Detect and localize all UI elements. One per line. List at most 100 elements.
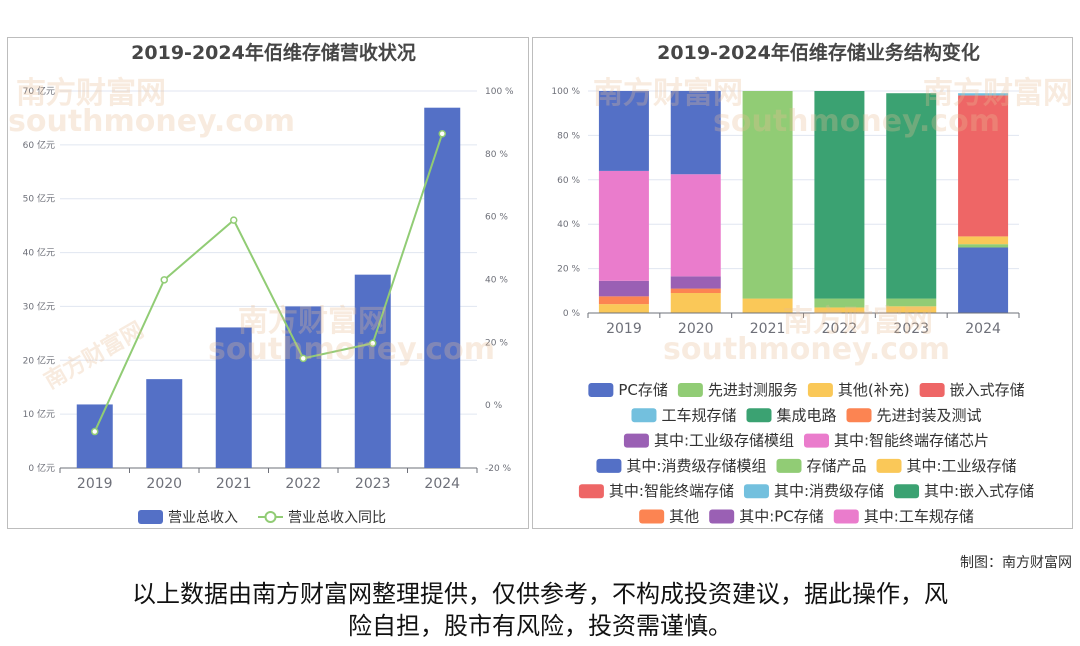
legend-label-yoy: 营业总收入同比 xyxy=(288,510,386,526)
stack-segment xyxy=(670,174,721,277)
stack-segment xyxy=(598,91,649,171)
stack-segment xyxy=(742,298,793,313)
legend-label: 其中:工业级存储模组 xyxy=(654,432,794,450)
revenue-chart: 2019-2024年佰维存储营收状况 0 亿元 10 亿元 20 亿元 30 亿元 40 … xyxy=(23,41,514,526)
legend-label: 存储产品 xyxy=(806,457,866,475)
y-right-tick-label: 100 % xyxy=(485,87,514,97)
legend-label: PC存储 xyxy=(618,381,668,399)
revenue-bar xyxy=(285,306,322,468)
legend-label: 先进封测服务 xyxy=(708,381,798,399)
legend-label: 其中:智能终端存储芯片 xyxy=(834,432,989,450)
yoy-point xyxy=(160,276,168,284)
stack-segment xyxy=(670,293,721,313)
y-left-tick-label: 20 亿元 xyxy=(23,354,55,366)
business-structure-chart: 2019-2024年佰维存储业务结构变化 0 % 20 % 40 % 60 % 80 % 1… xyxy=(551,41,1034,526)
stack-segment xyxy=(814,91,865,299)
x-tick-label: 2024 xyxy=(965,321,1001,337)
x-tick-label: 2022 xyxy=(822,321,858,337)
x-tick-label: 2024 xyxy=(424,476,460,492)
x-tick-label: 2019 xyxy=(77,476,113,492)
stack-segment xyxy=(814,307,865,313)
legend-label: 其中:消费级存储 xyxy=(774,482,884,500)
revenue-bar xyxy=(215,327,252,468)
stack-segment xyxy=(958,236,1009,245)
disclaimer: 以上数据由南方财富网整理提供，仅供参考，不构成投资建议，据此操作，风 险自担，股… xyxy=(40,578,1040,642)
y-right-tick-label: -20 % xyxy=(485,464,512,474)
chart-credit: 制图：南方财富网 xyxy=(960,555,1072,571)
legend-label: 先进封装及测试 xyxy=(877,406,982,424)
legend-label: 其中:嵌入式存储 xyxy=(924,482,1034,500)
y-right-tick-label: 80 % xyxy=(485,150,508,160)
x-tick-label: 2020 xyxy=(146,476,182,492)
legend-swatch xyxy=(639,509,665,524)
stack-segment xyxy=(670,276,721,289)
x-tick-label: 2022 xyxy=(285,476,321,492)
y-left-tick-label: 30 亿元 xyxy=(23,300,55,312)
y-right-tick-label: 20 % xyxy=(485,338,508,348)
yoy-point xyxy=(230,216,238,224)
disclaimer-line-1: 以上数据由南方财富网整理提供，仅供参考，不构成投资建议，据此操作，风 xyxy=(132,580,948,608)
yoy-line xyxy=(93,133,444,432)
stack-segment xyxy=(598,304,649,313)
x-tick-label: 2021 xyxy=(216,476,252,492)
yoy-point xyxy=(91,427,99,436)
legend-swatch xyxy=(588,383,614,397)
legend-label: 其中:智能终端存储 xyxy=(609,482,734,500)
y-left-tick-label: 70 亿元 xyxy=(23,85,55,97)
revenue-bar xyxy=(146,379,183,468)
y-left-tick-label: 50 亿元 xyxy=(23,193,55,205)
legend-label: 其他(补充) xyxy=(838,381,910,399)
legend-swatch xyxy=(677,383,703,397)
y-tick-label: 80 % xyxy=(557,131,580,141)
legend-swatch xyxy=(596,458,622,473)
revenue-bar xyxy=(76,404,113,468)
chart-title: 2019-2024年佰维存储营收状况 xyxy=(131,41,416,64)
stack-segment xyxy=(886,93,937,299)
legend-swatch xyxy=(894,484,920,499)
legend-swatch xyxy=(578,484,604,499)
legend-label: 嵌入式存储 xyxy=(950,381,1025,399)
y-tick-label: 100 % xyxy=(551,87,580,97)
y-tick-label: 0 % xyxy=(563,309,581,319)
stack-segment xyxy=(670,91,721,175)
stack-segment xyxy=(814,298,865,308)
y-left-tick-label: 60 亿元 xyxy=(23,139,55,151)
legend-swatch xyxy=(919,383,945,397)
legend-swatch xyxy=(833,509,859,524)
y-tick-label: 60 % xyxy=(557,176,580,186)
x-tick-label: 2023 xyxy=(355,476,391,492)
legend-swatch-revenue xyxy=(138,510,163,524)
x-tick-label: 2019 xyxy=(606,321,642,337)
legend-swatch xyxy=(746,408,772,423)
stack-segment xyxy=(958,247,1009,313)
legend-swatch xyxy=(776,458,802,473)
revenue-bar xyxy=(424,107,461,469)
y-left-tick-label: 0 亿元 xyxy=(28,462,55,474)
chart-title: 2019-2024年佰维存储业务结构变化 xyxy=(657,41,980,64)
x-tick-label: 2020 xyxy=(678,321,714,337)
legend-swatch xyxy=(804,433,829,448)
legend-label: 其中:工车规存储 xyxy=(864,508,974,526)
legend-swatch xyxy=(846,408,872,423)
yoy-point xyxy=(438,129,446,138)
y-tick-label: 40 % xyxy=(557,220,580,230)
yoy-point xyxy=(369,339,377,348)
y-left-tick-label: 40 亿元 xyxy=(23,247,55,259)
stack-segment xyxy=(886,306,937,313)
stack-segment xyxy=(670,288,721,294)
stack-segment xyxy=(958,244,1009,248)
y-right-tick-label: 40 % xyxy=(485,276,508,286)
x-tick-label: 2023 xyxy=(893,321,929,337)
legend-label: 其中:消费级存储模组 xyxy=(626,457,766,475)
stack-segment xyxy=(958,95,1009,237)
legend-label: 集成电路 xyxy=(776,406,836,424)
legend-swatch xyxy=(743,484,769,499)
y-tick-label: 20 % xyxy=(557,265,580,275)
business-structure-chart-panel: 2019-2024年佰维存储业务结构变化 0 % 20 % 40 % 60 % 80 % 1… xyxy=(532,37,1073,529)
revenue-chart-panel: 2019-2024年佰维存储营收状况 0 亿元 10 亿元 20 亿元 30 亿元 40 … xyxy=(7,37,529,529)
legend-label: 其他 xyxy=(669,508,699,526)
legend-marker-yoy xyxy=(264,511,277,523)
legend-label: 其中:工业级存储 xyxy=(907,457,1017,475)
legend-label: 工车规存储 xyxy=(661,406,736,424)
legend-swatch xyxy=(807,383,833,397)
